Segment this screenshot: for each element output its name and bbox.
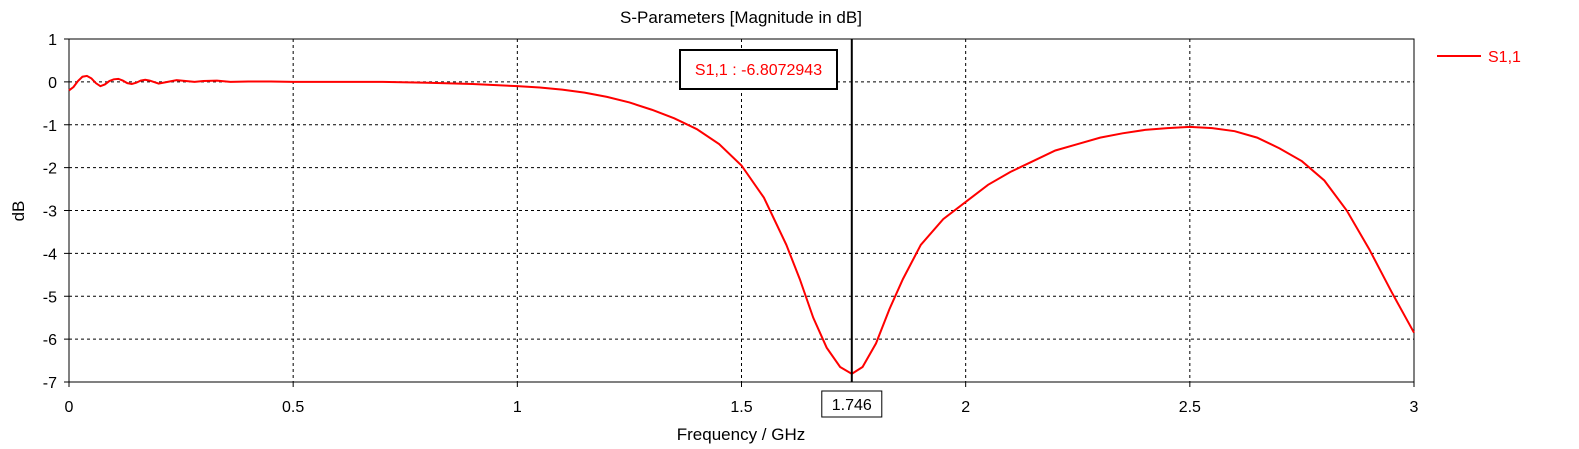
x-tick-label-1: 0.5 (282, 399, 304, 416)
y-tick-label-7: -6 (43, 332, 57, 349)
series-line-s11 (68, 74, 1415, 376)
y-tick-label-1: 0 (48, 75, 57, 92)
x-tick-label-6: 3 (1410, 399, 1419, 416)
x-axis-ticks: 0 0.5 1 1.5 2 2.5 3 (65, 382, 1419, 416)
x-tick-label-3: 1.5 (730, 399, 752, 416)
y-tick-label-3: -2 (43, 161, 57, 178)
marker-readout-box (679, 49, 838, 90)
y-tick-label-8: -7 (43, 375, 57, 392)
y-tick-label-2: -1 (43, 118, 57, 135)
y-tick-label-0: 1 (48, 32, 57, 49)
y-tick-label-6: -5 (43, 289, 57, 306)
y-axis-label: dB (9, 201, 28, 222)
marker-readout: S1,1 : -6.8072943 (679, 49, 838, 90)
y-axis-ticks: 1 0 -1 -2 -3 -4 -5 -6 -7 (43, 32, 69, 392)
y-tick-label-4: -3 (43, 204, 57, 221)
x-tick-label-0: 0 (65, 399, 74, 416)
x-tick-label-2: 1 (513, 399, 522, 416)
marker-readout-text: S1,1 : -6.8072943 (695, 62, 822, 79)
grid-lines (69, 39, 1414, 382)
x-tick-label-4: 2 (961, 399, 970, 416)
legend[interactable]: S1,1 (1437, 49, 1521, 66)
chart-title: S-Parameters [Magnitude in dB] (620, 8, 862, 27)
legend-label-s11: S1,1 (1488, 49, 1521, 66)
x-axis-label: Frequency / GHz (677, 425, 806, 444)
x-tick-label-5: 2.5 (1179, 399, 1201, 416)
marker-x-label-text: 1.746 (832, 397, 872, 414)
marker-x-label: 1.746 (821, 390, 883, 418)
y-tick-label-5: -4 (43, 246, 57, 263)
marker-x-label-box (821, 390, 883, 418)
